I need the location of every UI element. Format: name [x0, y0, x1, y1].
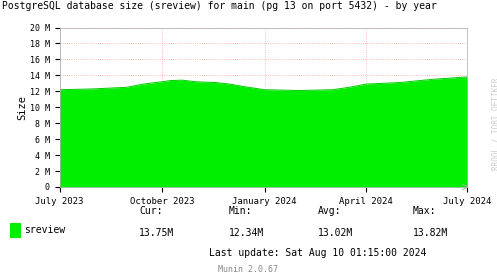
Text: Max:: Max: — [413, 207, 436, 216]
Text: 13.82M: 13.82M — [413, 229, 448, 238]
Text: 13.02M: 13.02M — [318, 229, 353, 238]
Text: 12.34M: 12.34M — [229, 229, 264, 238]
Text: Avg:: Avg: — [318, 207, 341, 216]
Text: Munin 2.0.67: Munin 2.0.67 — [219, 265, 278, 274]
Text: 13.75M: 13.75M — [139, 229, 174, 238]
Text: Min:: Min: — [229, 207, 252, 216]
Y-axis label: Size: Size — [17, 95, 27, 120]
Text: PostgreSQL database size (sreview) for main (pg 13 on port 5432) - by year: PostgreSQL database size (sreview) for m… — [2, 1, 437, 11]
Text: Last update: Sat Aug 10 01:15:00 2024: Last update: Sat Aug 10 01:15:00 2024 — [209, 248, 426, 258]
Text: RROOL / TOBI OETIKER: RROOL / TOBI OETIKER — [492, 77, 497, 169]
Text: Cur:: Cur: — [139, 207, 163, 216]
Text: sreview: sreview — [24, 225, 65, 235]
